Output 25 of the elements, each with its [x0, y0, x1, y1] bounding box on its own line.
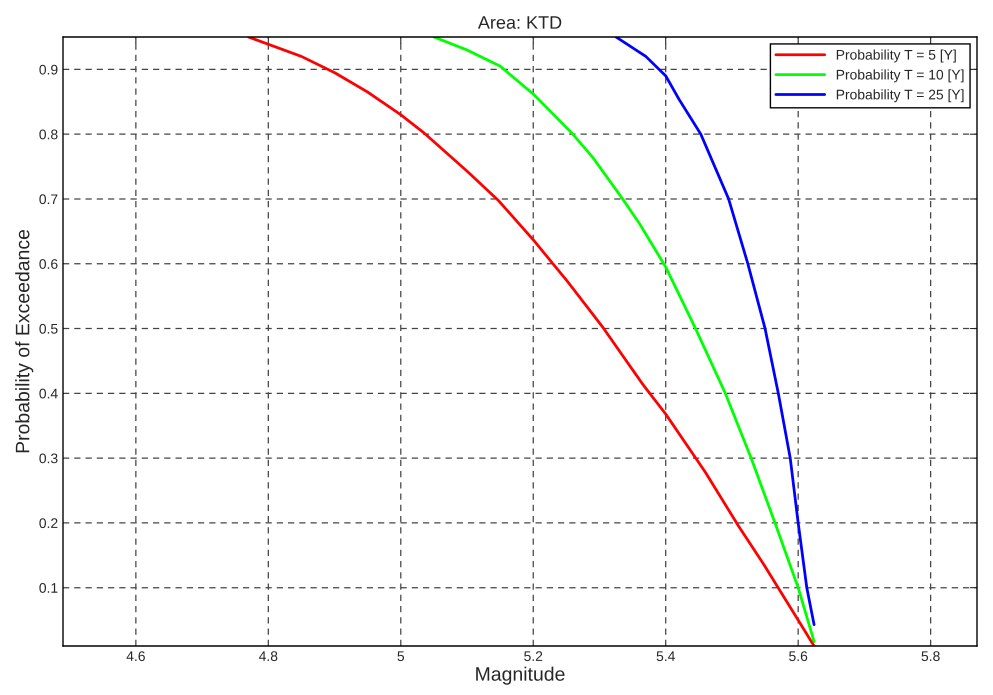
x-axis-title: Magnitude	[476, 666, 565, 685]
x-tick-label: 4.8	[258, 651, 278, 662]
y-tick-label: 0.7	[39, 194, 58, 204]
line-series	[247, 37, 816, 646]
x-tick-label: 5.4	[656, 651, 675, 662]
y-tick-label: 0.9	[39, 64, 58, 75]
line-series	[614, 37, 816, 626]
line-series	[432, 37, 816, 643]
chart-title: Area: KTD	[478, 16, 562, 29]
x-tick-label: 5.6	[789, 651, 808, 662]
y-tick-label: 0.2	[39, 518, 58, 528]
legend-label: Probability T = 5 [Y]	[836, 50, 956, 62]
y-axis-title: Probability of Exceedance	[15, 230, 34, 452]
y-tick-label: 0.8	[39, 130, 58, 140]
legend-label: Probability T = 10 [Y]	[836, 69, 964, 82]
legend-label: Probability T = 25 [Y]	[836, 89, 964, 102]
y-tick-label: 0.5	[39, 324, 58, 334]
y-tick-label: 0.1	[39, 583, 58, 593]
y-tick-label: 0.3	[39, 453, 58, 464]
x-tick-label: 5	[397, 651, 404, 662]
x-tick-label: 4.6	[126, 651, 145, 662]
x-tick-label: 5.8	[922, 651, 940, 662]
x-tick-label: 5.2	[524, 651, 542, 662]
y-tick-label: 0.4	[39, 388, 58, 398]
y-tick-label: 0.6	[39, 259, 58, 269]
